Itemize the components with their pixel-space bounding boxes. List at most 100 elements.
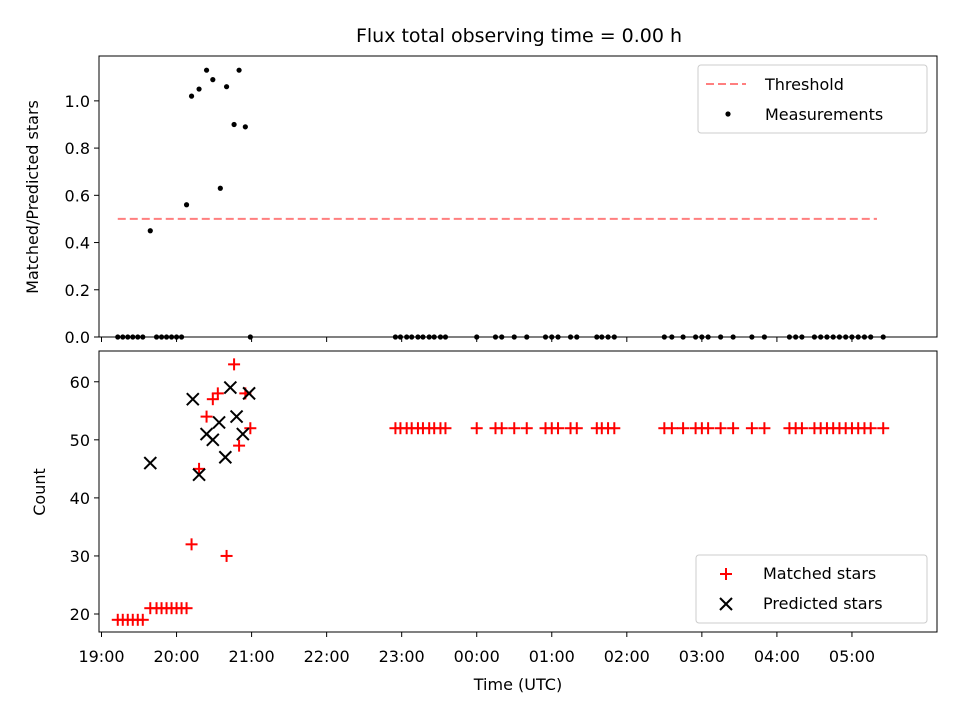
matched-star-marker [228, 358, 241, 371]
predicted-legend-label: Predicted stars [763, 594, 883, 613]
matched-star-marker [714, 422, 727, 435]
measurement-point [247, 334, 253, 340]
measurement-point [210, 77, 216, 83]
top-y-tick-label: 1.0 [65, 92, 90, 111]
measurement-point [492, 334, 499, 340]
measurement-points-layer [115, 67, 886, 340]
matched-star-marker [520, 422, 533, 435]
top-y-tick-label: 0.0 [65, 328, 90, 347]
measurement-point [669, 334, 675, 340]
matched-star-marker [552, 422, 565, 435]
matched-star-marker [608, 422, 621, 435]
matched-stars-layer [111, 358, 890, 626]
predicted-star-marker [192, 467, 206, 482]
measurement-point [217, 185, 223, 191]
measurement-point [397, 334, 404, 340]
measurements-legend-label: Measurements [765, 105, 883, 124]
x-tick-label: 00:00 [454, 647, 500, 666]
measurement-point [392, 334, 399, 340]
predicted-star-marker [218, 450, 233, 464]
measurement-point [761, 334, 767, 340]
matched-star-marker [877, 422, 890, 435]
bottom-legend-box [695, 554, 928, 624]
measurement-point [140, 334, 146, 340]
matched-star-marker [864, 422, 877, 435]
matched-star-marker [745, 422, 758, 435]
top-y-tick-label: 0.6 [65, 186, 90, 205]
x-tick-label: 22:00 [304, 647, 350, 666]
predicted-star-marker [236, 427, 250, 441]
matched-star-marker [470, 422, 483, 435]
bottom-y-tick-label: 60 [70, 373, 90, 392]
measurement-point [811, 334, 818, 340]
x-tick-label: 05:00 [829, 647, 875, 666]
x-tick-label: 03:00 [679, 647, 725, 666]
measurement-point [599, 334, 605, 340]
measurement-point [868, 334, 874, 340]
measurement-point [178, 334, 185, 340]
measurement-point [793, 334, 799, 340]
measurement-point [524, 334, 530, 340]
matched-star-marker [758, 422, 771, 435]
predicted-star-d2 [206, 433, 220, 447]
matched-star-marker [136, 613, 149, 626]
measurement-point [836, 334, 843, 340]
measurement-point [574, 334, 580, 340]
measurement-point [153, 334, 160, 340]
matched-star-marker [185, 538, 198, 551]
matched-star-marker [200, 410, 213, 423]
matched-star-marker [439, 422, 452, 435]
bottom-y-tick-label: 30 [70, 547, 90, 566]
bottom-legend: Matched stars Predicted stars [695, 554, 928, 624]
measurement-point [158, 334, 165, 340]
measurement-point [594, 334, 600, 340]
measurement-point [442, 334, 449, 340]
measurement-point [843, 334, 849, 340]
measurement-point [168, 334, 175, 340]
top-x-ticks [101, 337, 853, 342]
x-axis-label: Time (UTC) [473, 675, 562, 694]
measurement-point [661, 334, 667, 340]
top-legend-box [697, 64, 928, 134]
measurement-point [718, 334, 724, 340]
measurement-point [437, 334, 444, 340]
threshold-legend-label: Threshold [764, 75, 844, 94]
bottom-y-ticks: 20 30 40 50 60 [70, 373, 99, 624]
measurement-point [203, 67, 210, 73]
matched-star-marker [244, 422, 257, 435]
predicted-star-marker [242, 386, 256, 401]
measurement-point [786, 334, 793, 340]
top-y-axis-label: Matched/Predicted stars [23, 100, 42, 294]
measurement-point [125, 334, 131, 340]
predicted-star-d2 [143, 456, 157, 470]
matched-star-marker [677, 422, 690, 435]
x-tick-label: 02:00 [604, 647, 650, 666]
measurement-point [135, 334, 141, 340]
measurement-point [693, 334, 699, 340]
x-tick-label: 21:00 [229, 647, 275, 666]
measurement-point [130, 334, 136, 340]
measurement-point [236, 67, 242, 73]
predicted-star-d2 [192, 467, 206, 482]
bottom-panel: 20 30 40 50 60 19:00 20:00 21:00 22:00 23:00 00:0… [30, 350, 938, 694]
top-legend: Threshold Measurements [697, 64, 928, 134]
measurement-point [605, 334, 611, 340]
predicted-star-d2 [236, 427, 250, 441]
predicted-star-d2 [242, 386, 256, 401]
x-tick-label: 20:00 [153, 647, 199, 666]
measurement-point [231, 121, 237, 128]
predicted-star-marker [212, 415, 226, 430]
measurement-point [680, 334, 686, 340]
top-plot-frame [98, 55, 938, 338]
measurement-point [830, 334, 836, 340]
predicted-star-d2 [223, 380, 238, 395]
measurement-point [542, 334, 549, 340]
measurement-point [567, 334, 574, 340]
bottom-y-tick-label: 40 [70, 489, 90, 508]
bottom-y-tick-label: 20 [70, 605, 90, 624]
x-tick-label: 23:00 [379, 647, 425, 666]
measurement-point [611, 334, 617, 340]
predicted-stars-layer [143, 380, 256, 482]
measurement-point [824, 334, 830, 340]
top-y-tick-label: 0.8 [65, 139, 90, 158]
